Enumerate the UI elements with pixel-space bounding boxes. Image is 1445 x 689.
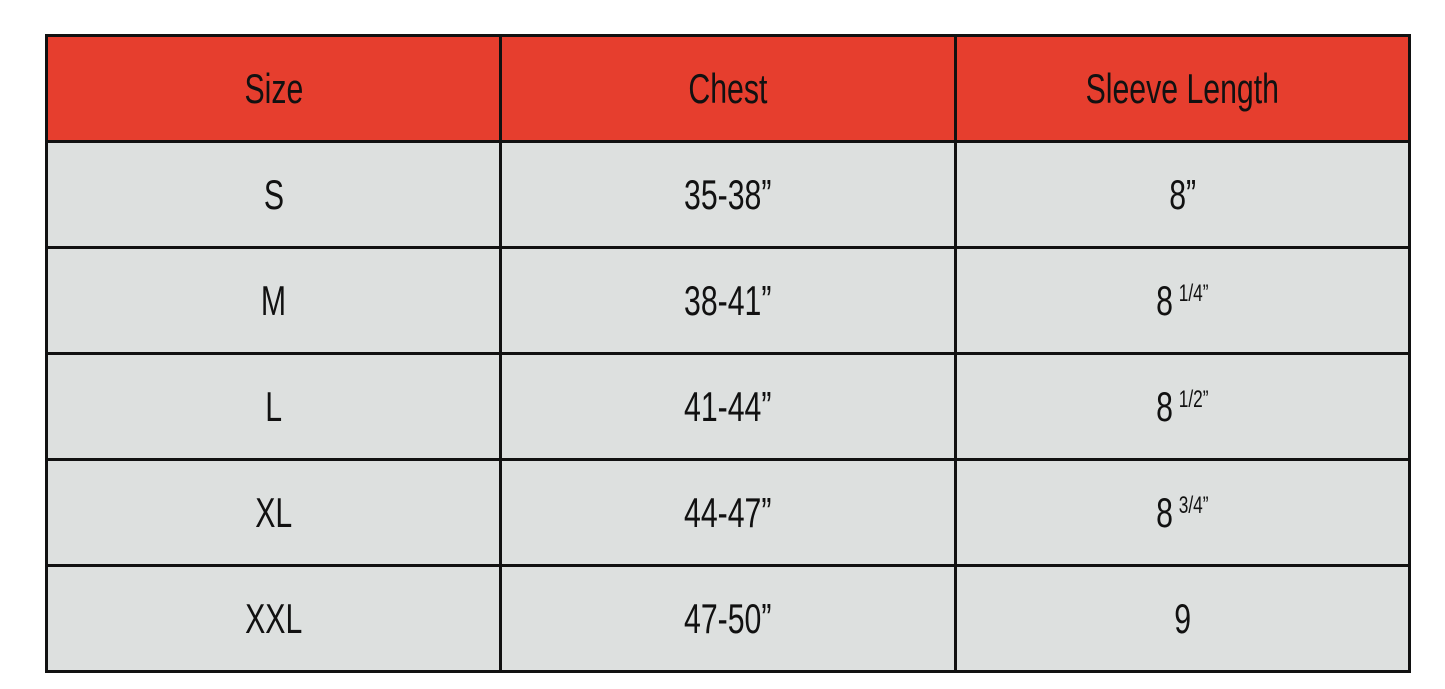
- chest-cell: 47-50”: [499, 564, 957, 673]
- header-sleeve-length: Sleeve Length: [953, 34, 1412, 143]
- sleeve-whole: 8: [1156, 382, 1173, 430]
- sleeve-cell: 8 3/4”: [953, 458, 1412, 567]
- sleeve-cell: 8”: [953, 140, 1412, 249]
- table-row: XXL 47-50” 9: [44, 564, 1412, 673]
- size-cell: M: [44, 246, 503, 355]
- chest-value: 47-50”: [684, 594, 772, 642]
- size-chart-table: Size Chest Sleeve Length S 35-38” 8” M 38…: [44, 34, 1412, 673]
- chest-value: 35-38”: [684, 170, 772, 218]
- chest-cell: 41-44”: [499, 352, 957, 461]
- header-size: Size: [44, 34, 503, 143]
- header-label: Size: [244, 64, 304, 112]
- sleeve-cell: 9: [953, 564, 1412, 673]
- table-row: S 35-38” 8”: [44, 140, 1412, 249]
- chest-cell: 35-38”: [499, 140, 957, 249]
- sleeve-fraction: 1/4”: [1178, 279, 1209, 307]
- sleeve-value: 8 1/2”: [1156, 383, 1208, 431]
- sleeve-whole: 8: [1156, 488, 1173, 536]
- sleeve-fraction: 1/2”: [1178, 385, 1209, 413]
- sleeve-cell: 8 1/2”: [953, 352, 1412, 461]
- header-label: Chest: [688, 64, 768, 112]
- table-row: L 41-44” 8 1/2”: [44, 352, 1412, 461]
- sleeve-value: 8 1/4”: [1156, 277, 1208, 325]
- size-cell: L: [44, 352, 503, 461]
- chest-value: 44-47”: [684, 488, 772, 536]
- size-value: XXL: [245, 594, 303, 642]
- header-row: Size Chest Sleeve Length: [44, 34, 1412, 143]
- table-row: M 38-41” 8 1/4”: [44, 246, 1412, 355]
- chest-cell: 38-41”: [499, 246, 957, 355]
- size-value: M: [261, 276, 287, 324]
- sleeve-value: 8 3/4”: [1156, 489, 1208, 537]
- size-cell: S: [44, 140, 503, 249]
- sleeve-whole: 8”: [1168, 170, 1196, 218]
- header-label: Sleeve Length: [1085, 64, 1280, 112]
- sleeve-value: 8”: [1169, 171, 1196, 219]
- table-row: XL 44-47” 8 3/4”: [44, 458, 1412, 567]
- sleeve-cell: 8 1/4”: [953, 246, 1412, 355]
- size-value: L: [265, 382, 283, 430]
- sleeve-fraction: 3/4”: [1178, 491, 1209, 519]
- chest-value: 38-41”: [684, 276, 772, 324]
- size-cell: XL: [44, 458, 503, 567]
- chest-cell: 44-47”: [499, 458, 957, 567]
- size-value: S: [263, 170, 284, 218]
- size-cell: XXL: [44, 564, 503, 673]
- sleeve-whole: 8: [1156, 276, 1173, 324]
- size-value: XL: [255, 488, 293, 536]
- chest-value: 41-44”: [684, 382, 772, 430]
- sleeve-value: 9: [1174, 595, 1191, 643]
- sleeve-whole: 9: [1173, 594, 1191, 642]
- header-chest: Chest: [499, 34, 957, 143]
